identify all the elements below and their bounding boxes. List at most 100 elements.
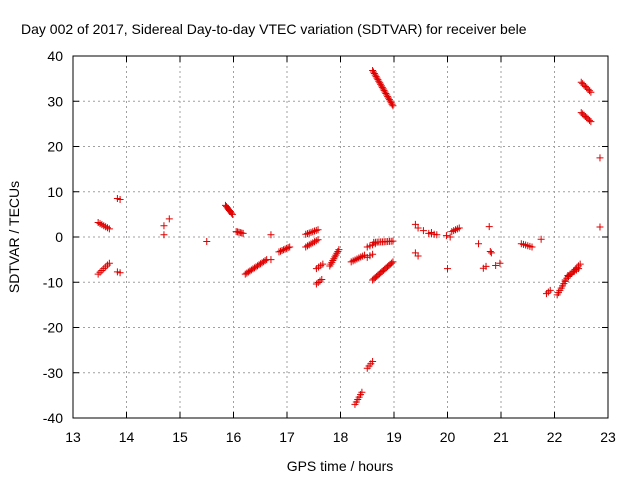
- data-point: [369, 250, 377, 258]
- data-point: [386, 97, 394, 105]
- data-point: [475, 240, 483, 248]
- data-point: [335, 246, 343, 254]
- x-tick-label: 20: [440, 429, 456, 445]
- data-point: [261, 257, 269, 265]
- y-tick-label: 20: [47, 139, 63, 155]
- data-point: [275, 248, 283, 256]
- data-point: [314, 236, 322, 244]
- data-point: [414, 224, 422, 232]
- data-point: [387, 99, 395, 107]
- data-point: [411, 220, 419, 228]
- data-point: [116, 269, 124, 277]
- chart-title: Day 002 of 2017, Sidereal Day-to-day VTE…: [21, 21, 527, 37]
- data-point: [283, 244, 291, 252]
- data-point: [452, 226, 460, 234]
- data-point: [165, 215, 173, 223]
- data-point: [277, 247, 285, 255]
- data-point: [267, 231, 275, 239]
- data-point: [305, 229, 313, 237]
- x-tick-label: 13: [65, 429, 81, 445]
- data-point: [309, 228, 317, 236]
- x-tick-label: 15: [172, 429, 188, 445]
- data-point: [433, 231, 441, 239]
- x-tick-label: 14: [119, 429, 135, 445]
- axis-ticks: [72, 55, 609, 419]
- data-point: [105, 225, 113, 233]
- data-point: [561, 276, 569, 284]
- y-tick-label: -20: [43, 320, 63, 336]
- data-point: [303, 230, 311, 238]
- data-point: [307, 228, 315, 236]
- data-point: [105, 259, 113, 267]
- y-tick-label: -10: [43, 274, 63, 290]
- data-point: [486, 247, 494, 255]
- data-point: [375, 77, 383, 85]
- data-point: [379, 85, 387, 93]
- data-point: [303, 242, 311, 250]
- x-tick-label: 23: [600, 429, 616, 445]
- data-point: [334, 247, 342, 255]
- data-point: [267, 256, 275, 264]
- data-point: [369, 66, 377, 74]
- data-point: [586, 87, 594, 95]
- x-tick-label: 18: [333, 429, 349, 445]
- data-point: [316, 277, 324, 285]
- data-point: [307, 240, 315, 248]
- data-point: [427, 228, 435, 236]
- x-tick-label: 16: [226, 429, 242, 445]
- data-point: [576, 260, 584, 268]
- data-point: [376, 79, 384, 87]
- data-point: [596, 223, 604, 231]
- data-point: [302, 243, 310, 251]
- data-point: [487, 249, 495, 257]
- data-point: [96, 268, 104, 276]
- x-tick-label: 22: [547, 429, 563, 445]
- data-point: [318, 276, 326, 284]
- data-point: [203, 238, 211, 246]
- data-point: [370, 70, 378, 78]
- data-point: [284, 244, 292, 252]
- data-point: [586, 116, 594, 124]
- data-point: [312, 280, 320, 288]
- data-point: [373, 74, 381, 82]
- data-point: [388, 259, 396, 267]
- data-point: [331, 253, 339, 261]
- data-point: [382, 89, 390, 97]
- data-point: [384, 93, 392, 101]
- data-point: [102, 263, 110, 271]
- data-point: [160, 222, 168, 230]
- data-point: [380, 86, 388, 94]
- data-point: [482, 262, 490, 270]
- data-point: [312, 237, 320, 245]
- data-point: [314, 279, 322, 287]
- grid: [73, 56, 608, 418]
- y-tick-label: -40: [43, 410, 63, 426]
- data-point: [444, 265, 451, 273]
- data-points: [94, 66, 604, 408]
- data-point: [286, 243, 294, 251]
- data-point: [330, 255, 338, 263]
- data-point: [311, 238, 319, 246]
- data-point: [414, 252, 422, 260]
- data-point: [326, 262, 334, 270]
- data-point: [544, 288, 552, 296]
- x-tick-label: 21: [493, 429, 509, 445]
- data-point: [587, 118, 595, 126]
- x-tick-labels: 13 14 15 16 17 18 19 20 21 22 23: [65, 429, 616, 445]
- data-point: [575, 265, 583, 273]
- data-point: [546, 286, 554, 294]
- data-point: [280, 246, 288, 254]
- x-axis-label: GPS time / hours: [287, 458, 394, 474]
- data-point: [385, 94, 393, 102]
- data-point: [542, 290, 550, 298]
- data-point: [389, 102, 397, 110]
- data-point: [314, 226, 322, 234]
- data-point: [104, 261, 112, 269]
- data-point: [228, 210, 236, 218]
- data-point: [388, 100, 396, 108]
- data-point: [329, 257, 337, 265]
- data-point: [455, 224, 463, 232]
- data-point: [528, 243, 536, 251]
- data-point: [358, 388, 366, 396]
